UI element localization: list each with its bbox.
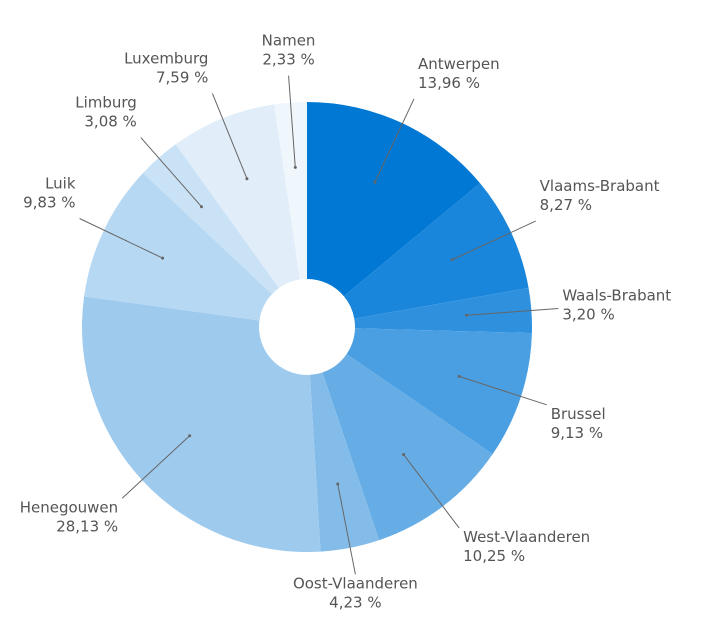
leader-dot <box>199 205 203 209</box>
slice <box>82 296 321 552</box>
slice-value-label: 10,25 % <box>463 547 525 565</box>
slice-label: Vlaams-Brabant <box>540 177 660 195</box>
leader-line <box>79 218 163 259</box>
slice-label: Oost-Vlaanderen <box>293 574 418 592</box>
slice <box>343 183 529 319</box>
slice-value-label: 2,33 % <box>262 51 314 69</box>
slice-value-label: 8,27 % <box>540 196 592 214</box>
leader-dot <box>293 165 297 169</box>
slice-label: Henegouwen <box>20 498 118 516</box>
slice <box>307 102 481 297</box>
leader-line <box>459 375 547 406</box>
slice-label: Namen <box>262 32 316 50</box>
slice <box>84 172 273 321</box>
slice-value-label: 9,13 % <box>551 424 603 442</box>
slice-label: Limburg <box>75 94 137 112</box>
leader-dot <box>457 374 461 378</box>
leader-dot <box>402 453 406 457</box>
slice-label: Waals-Brabant <box>562 286 671 304</box>
slice-label: Luik <box>45 174 76 192</box>
slice <box>346 328 532 455</box>
leader-dot <box>450 258 454 262</box>
leader-dot <box>245 177 249 181</box>
leader-dot <box>465 313 469 317</box>
slice-value-label: 13,96 % <box>418 74 480 92</box>
leader-line <box>288 75 296 168</box>
slice <box>274 102 307 280</box>
leader-line <box>121 435 190 499</box>
leader-dot <box>161 256 165 260</box>
leader-dot <box>336 482 340 486</box>
slice-label: Brussel <box>551 405 606 423</box>
slice-label: West-Vlaanderen <box>463 528 590 546</box>
leader-line <box>211 93 248 179</box>
slice-value-label: 3,08 % <box>84 113 136 131</box>
slice-value-label: 4,23 % <box>329 593 381 611</box>
slice-value-label: 3,20 % <box>562 305 614 323</box>
slice-value-label: 7,59 % <box>156 68 208 86</box>
leader-line <box>451 220 536 261</box>
leader-line <box>403 454 460 529</box>
leader-line <box>374 98 415 183</box>
leader-dot <box>373 180 377 184</box>
leader-dot <box>188 434 192 438</box>
slice-label: Antwerpen <box>418 55 500 73</box>
slice <box>322 354 493 541</box>
slice-value-label: 28,13 % <box>56 517 118 535</box>
leader-line <box>337 483 356 575</box>
slice <box>309 372 380 552</box>
slice-value-label: 9,83 % <box>23 193 75 211</box>
leader-line <box>466 307 559 316</box>
slice-label: Luxemburg <box>124 49 208 67</box>
slice <box>175 104 300 289</box>
slice <box>142 144 279 295</box>
leader-line <box>140 137 202 208</box>
slice <box>354 288 532 334</box>
